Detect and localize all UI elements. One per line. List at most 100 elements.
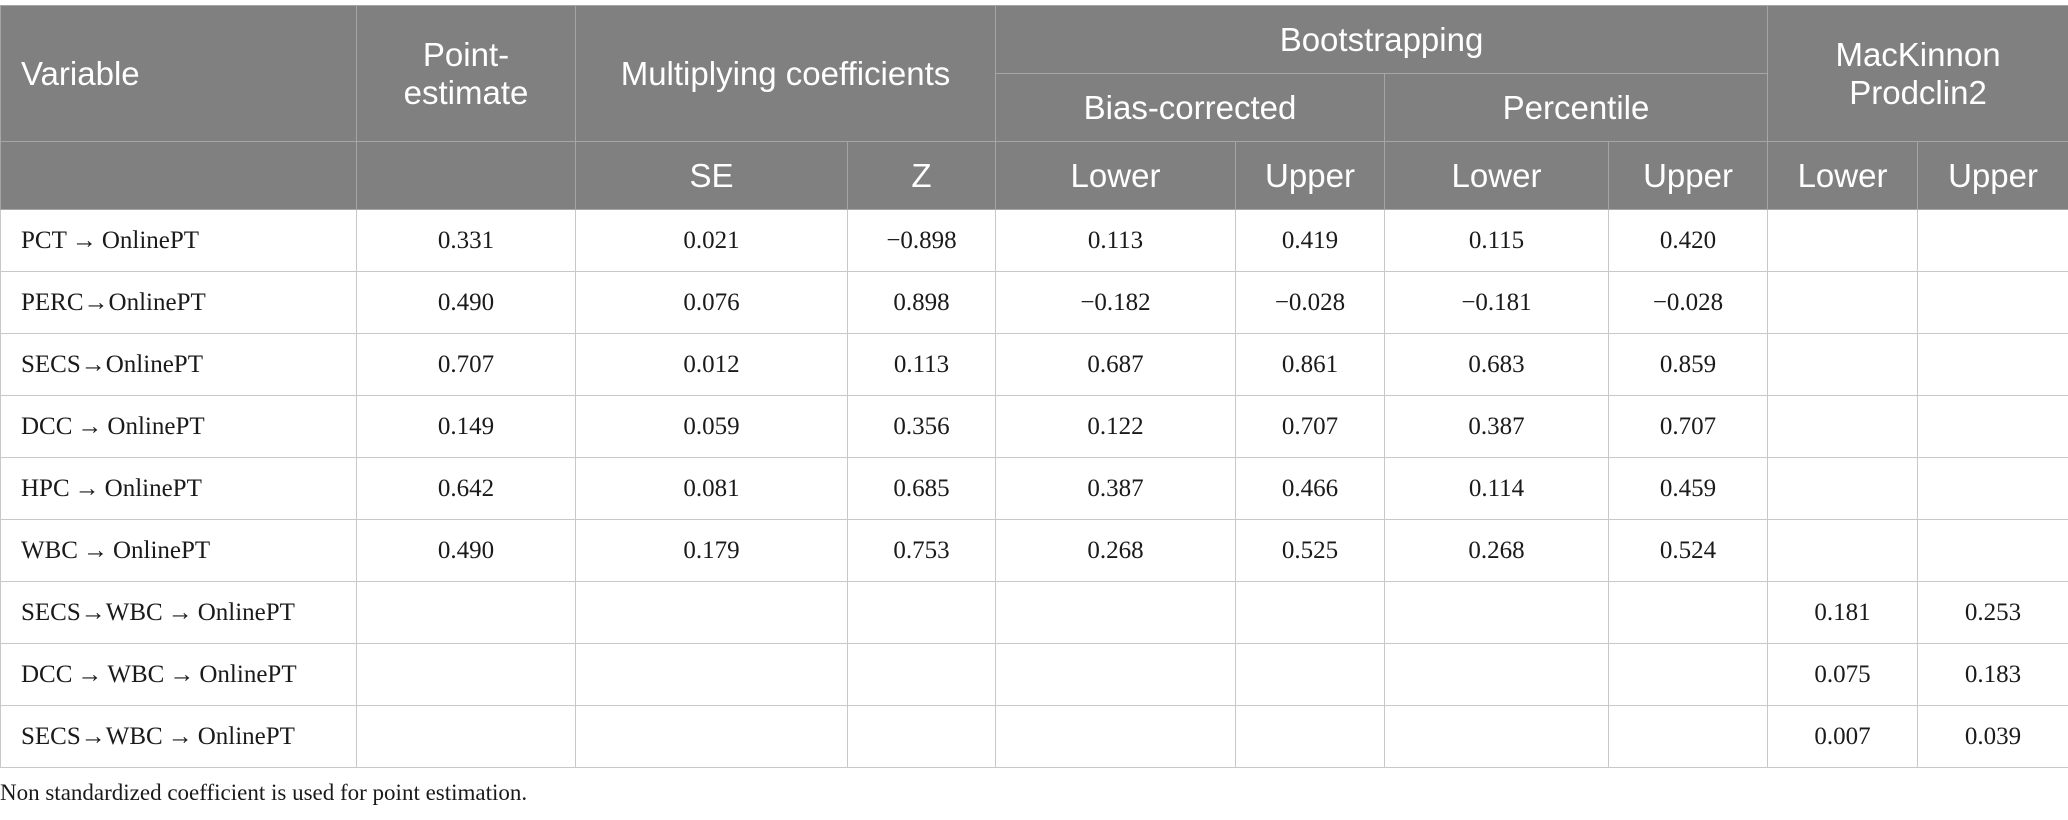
table-row: PERC→OnlinePT 0.490 0.076 0.898 −0.182 −… [0, 271, 2068, 334]
cell-bc-lower [995, 705, 1236, 768]
cell-mk-lower [1767, 519, 1919, 582]
cell-variable: PERC→OnlinePT [0, 271, 357, 334]
header-mk-upper: Upper [1917, 141, 2068, 210]
cell-pc-lower: 0.387 [1384, 395, 1609, 458]
cell-variable: SECS→OnlinePT [0, 333, 357, 396]
cell-variable: DCC → WBC → OnlinePT [0, 643, 357, 706]
cell-bc-lower: −0.182 [995, 271, 1236, 334]
cell-z [847, 705, 996, 768]
cell-mk-lower: 0.181 [1767, 581, 1919, 644]
cell-se: 0.081 [575, 457, 848, 520]
cell-variable: HPC → OnlinePT [0, 457, 357, 520]
cell-point-estimate: 0.490 [356, 519, 576, 582]
cell-pc-upper: 0.859 [1607, 333, 1769, 396]
table-row: SECS→WBC → OnlinePT 0.181 0.253 [0, 581, 2068, 644]
header-bootstrapping: Bootstrapping [994, 5, 1769, 74]
table-footnote: Non standardized coefficient is used for… [0, 780, 528, 805]
cell-z: 0.753 [847, 519, 996, 582]
table-row: PCT → OnlinePT 0.331 0.021 −0.898 0.113 … [0, 209, 2068, 272]
cell-pc-lower [1384, 643, 1609, 706]
header-se: SE [575, 141, 848, 210]
cell-z: 0.356 [847, 395, 996, 458]
table-row: SECS→WBC → OnlinePT 0.007 0.039 [0, 705, 2068, 768]
cell-pc-upper: 0.459 [1607, 457, 1769, 520]
cell-pc-upper: 0.707 [1607, 395, 1769, 458]
cell-pc-lower: 0.115 [1384, 209, 1609, 272]
cell-bc-lower: 0.113 [995, 209, 1236, 272]
cell-bc-upper [1235, 643, 1385, 706]
cell-bc-upper: 0.419 [1235, 209, 1385, 272]
header-variable: Variable [0, 5, 357, 142]
cell-variable: SECS→WBC → OnlinePT [0, 705, 357, 768]
cell-bc-lower: 0.122 [995, 395, 1236, 458]
cell-pc-lower [1384, 705, 1609, 768]
cell-pc-lower: −0.181 [1384, 271, 1609, 334]
cell-mk-upper: 0.183 [1917, 643, 2068, 706]
cell-pc-upper: −0.028 [1607, 271, 1769, 334]
header-empty-variable [0, 141, 357, 210]
cell-pc-upper [1607, 705, 1769, 768]
cell-point-estimate [356, 705, 576, 768]
cell-bc-upper: 0.525 [1235, 519, 1385, 582]
header-z: Z [847, 141, 996, 210]
cell-mk-upper: 0.253 [1917, 581, 2068, 644]
table-row: SECS→OnlinePT 0.707 0.012 0.113 0.687 0.… [0, 333, 2068, 396]
table-body: PCT → OnlinePT 0.331 0.021 −0.898 0.113 … [0, 209, 2068, 768]
cell-bc-upper: 0.466 [1235, 457, 1385, 520]
cell-pc-lower: 0.268 [1384, 519, 1609, 582]
cell-z: 0.898 [847, 271, 996, 334]
cell-se: 0.076 [575, 271, 848, 334]
header-multiplying-coefficients: Multiplying coefficients [575, 5, 996, 142]
cell-bc-lower [995, 643, 1236, 706]
cell-pc-upper [1607, 643, 1769, 706]
cell-mk-upper [1917, 519, 2068, 582]
cell-mk-upper: 0.039 [1917, 705, 2068, 768]
cell-bc-upper [1235, 581, 1385, 644]
cell-pc-upper: 0.420 [1607, 209, 1769, 272]
cell-mk-upper [1917, 209, 2068, 272]
cell-bc-lower [995, 581, 1236, 644]
cell-mk-upper [1917, 395, 2068, 458]
cell-pc-lower: 0.114 [1384, 457, 1609, 520]
header-empty-point [356, 141, 576, 210]
cell-mk-upper [1917, 457, 2068, 520]
cell-mk-lower: 0.007 [1767, 705, 1919, 768]
cell-mk-lower [1767, 395, 1919, 458]
cell-mk-lower [1767, 333, 1919, 396]
cell-mk-upper [1917, 271, 2068, 334]
cell-pc-upper: 0.524 [1607, 519, 1769, 582]
cell-mk-lower: 0.075 [1767, 643, 1919, 706]
cell-bc-lower: 0.387 [995, 457, 1236, 520]
cell-point-estimate: 0.490 [356, 271, 576, 334]
cell-mk-upper [1917, 333, 2068, 396]
header-bc-upper: Upper [1235, 141, 1385, 210]
results-table: Variable Point-estimate Multiplying coef… [0, 5, 2068, 768]
cell-variable: SECS→WBC → OnlinePT [0, 581, 357, 644]
header-point-estimate: Point-estimate [356, 5, 576, 142]
header-bc-lower: Lower [995, 141, 1236, 210]
cell-pc-lower [1384, 581, 1609, 644]
cell-se: 0.021 [575, 209, 848, 272]
header-pc-lower: Lower [1384, 141, 1609, 210]
header-pc-upper: Upper [1607, 141, 1769, 210]
cell-z: 0.113 [847, 333, 996, 396]
table-row: DCC → WBC → OnlinePT 0.075 0.183 [0, 643, 2068, 706]
cell-bc-lower: 0.268 [995, 519, 1236, 582]
cell-variable: PCT → OnlinePT [0, 209, 357, 272]
cell-z [847, 643, 996, 706]
cell-variable: WBC → OnlinePT [0, 519, 357, 582]
header-percentile: Percentile [1383, 73, 1769, 142]
cell-point-estimate: 0.707 [356, 333, 576, 396]
cell-variable: DCC → OnlinePT [0, 395, 357, 458]
cell-point-estimate [356, 643, 576, 706]
cell-mk-lower [1767, 209, 1919, 272]
table-row: HPC → OnlinePT 0.642 0.081 0.685 0.387 0… [0, 457, 2068, 520]
cell-bc-upper: −0.028 [1235, 271, 1385, 334]
cell-se [575, 643, 848, 706]
cell-se [575, 705, 848, 768]
cell-bc-lower: 0.687 [995, 333, 1236, 396]
header-bias-corrected: Bias-corrected [995, 73, 1385, 142]
cell-z [847, 581, 996, 644]
header-mackinnon: MacKinnon Prodclin2 [1767, 5, 2068, 142]
